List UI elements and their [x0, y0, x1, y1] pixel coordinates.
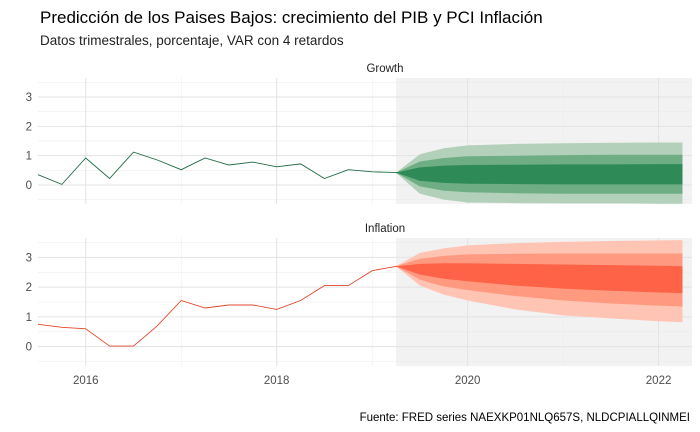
forecast-mean-line — [395, 172, 683, 176]
x-axis: 2016 2018 2020 2022 — [73, 375, 671, 387]
chart-title: Predicción de los Paises Bajos: crecimie… — [40, 8, 543, 27]
forecast-mean-line — [395, 265, 683, 283]
facet-strip-label: Inflation — [365, 223, 405, 235]
x-tick-label: 2016 — [73, 375, 99, 387]
facet-strip-label: Growth — [366, 63, 403, 75]
facet-growth: Growth 0 1 2 3 — [26, 63, 692, 204]
y-tick-label: 3 — [26, 252, 32, 264]
facet-inflation: Inflation 0 1 2 3 — [26, 223, 692, 366]
x-tick-label: 2022 — [646, 375, 672, 387]
chart-caption: Fuente: FRED series NAEXKP01NLQ657S, NLD… — [360, 412, 690, 424]
facet-panels: Growth 0 1 2 3 Inflation 0 1 2 3 — [26, 63, 692, 366]
y-tick-label: 2 — [26, 121, 32, 133]
x-tick-label: 2020 — [455, 375, 481, 387]
y-tick-label: 1 — [26, 312, 32, 324]
history-line — [37, 151, 397, 185]
history-line — [37, 265, 397, 347]
y-tick-label: 2 — [26, 282, 32, 294]
y-tick-label: 0 — [26, 180, 32, 192]
y-tick-label: 3 — [26, 92, 32, 104]
y-tick-label: 1 — [26, 151, 32, 163]
y-tick-label: 0 — [26, 342, 32, 354]
chart-subtitle: Datos trimestrales, porcentaje, VAR con … — [40, 33, 344, 48]
x-tick-label: 2018 — [264, 375, 290, 387]
